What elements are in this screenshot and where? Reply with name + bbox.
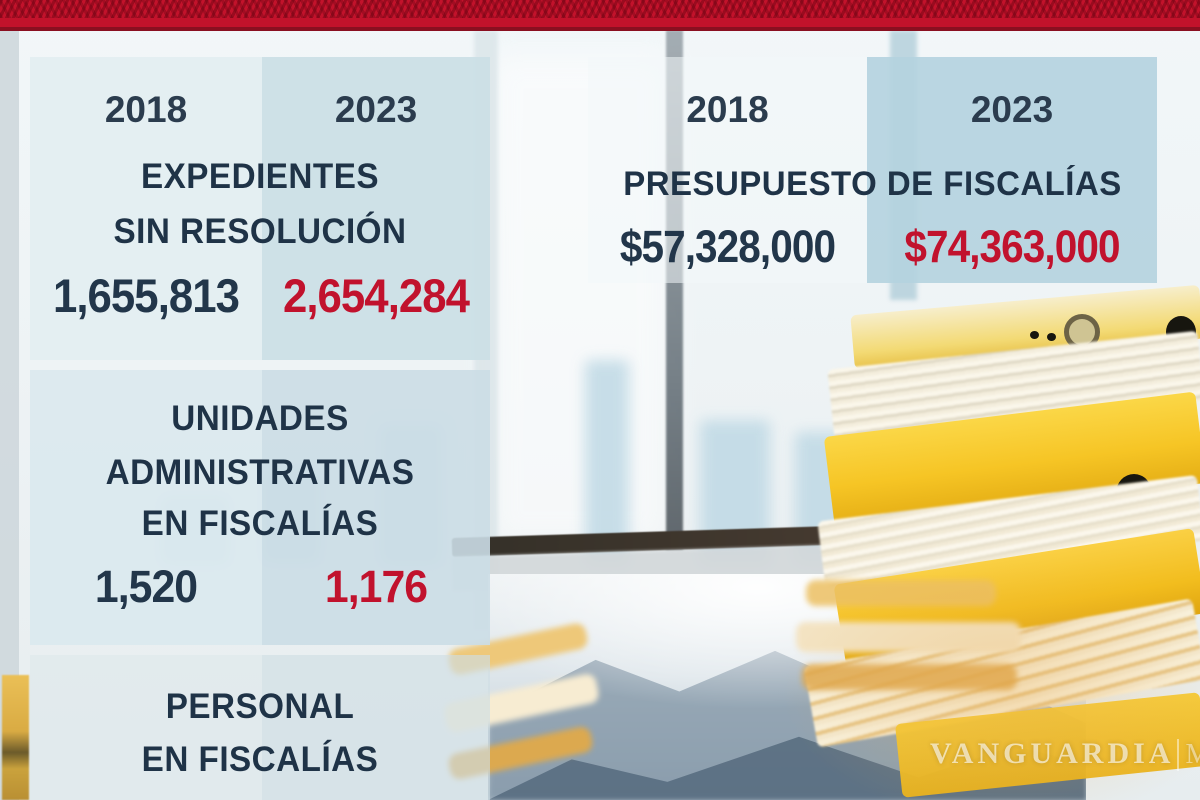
paper-streak	[802, 664, 1017, 690]
panel-personal-2018	[30, 655, 262, 800]
top-red-banner	[0, 0, 1200, 31]
left-year-2023: 2023	[334, 89, 418, 130]
left-year-2018: 2018	[104, 89, 188, 130]
personal-title-line1: PERSONAL	[165, 687, 355, 726]
unidades-value-2018: 1,520	[94, 561, 198, 612]
paper-streak	[796, 622, 1021, 652]
binder-left-edge	[2, 675, 29, 800]
presupuesto-title: PRESUPUESTO DE FISCALÍAS	[623, 165, 1122, 203]
right-year-2023: 2023	[970, 89, 1054, 130]
warm-light-glow	[780, 560, 1200, 800]
expedientes-title-line2: SIN RESOLUCIÓN	[113, 212, 407, 251]
skyline-building	[585, 360, 629, 565]
unidades-title-line3: EN FISCALÍAS	[141, 504, 379, 543]
panel-unidades-2023	[262, 370, 490, 645]
right-year-2018: 2018	[686, 89, 769, 130]
expedientes-value-2018: 1,655,813	[52, 269, 240, 322]
panel-expedientes-2018	[30, 57, 262, 360]
paper-streak	[806, 580, 996, 606]
binder-hole	[1047, 333, 1056, 341]
unidades-title-line2: ADMINISTRATIVAS	[105, 453, 415, 492]
binder-hole	[1030, 331, 1039, 339]
panel-presupuesto-2023	[867, 57, 1157, 283]
window-frame-left	[0, 30, 19, 800]
panel-expedientes-2023	[262, 57, 490, 360]
presupuesto-value-2023: $74,363,000	[904, 221, 1120, 272]
presupuesto-value-2018: $57,328,000	[619, 221, 836, 272]
panel-personal-2023	[262, 655, 490, 800]
watermark-suffix: MX	[1177, 739, 1200, 771]
unidades-title-line1: UNIDADES	[171, 399, 349, 438]
expedientes-title-line1: EXPEDIENTES	[140, 157, 380, 196]
personal-title-line2: EN FISCALÍAS	[141, 740, 379, 779]
unidades-value-2023: 1,176	[324, 561, 428, 612]
panel-presupuesto-2018	[588, 57, 867, 283]
panel-unidades-2018	[30, 370, 262, 645]
watermark: VANGUARDIA MX	[930, 737, 1200, 771]
expedientes-value-2023: 2,654,284	[282, 269, 470, 322]
watermark-brand: VANGUARDIA	[930, 737, 1175, 770]
